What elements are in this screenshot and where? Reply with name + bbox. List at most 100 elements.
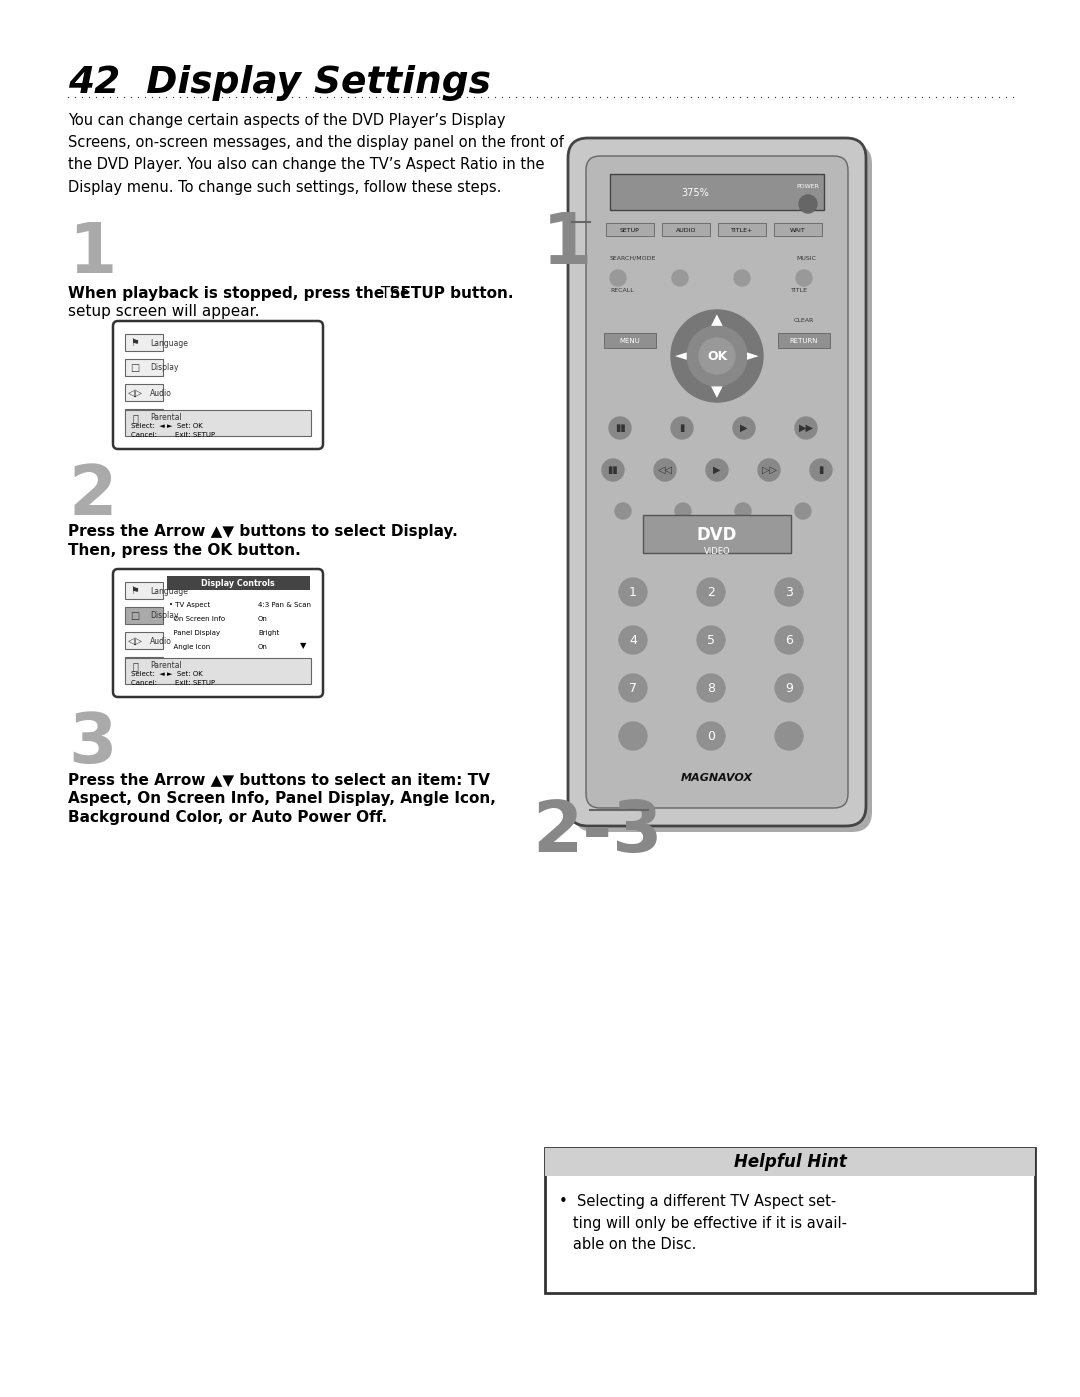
- Text: ◄: ◄: [675, 348, 687, 363]
- Circle shape: [619, 626, 647, 654]
- Text: CLEAR: CLEAR: [794, 319, 814, 324]
- Text: On: On: [258, 644, 268, 650]
- Bar: [167, 576, 310, 590]
- Text: Display: Display: [150, 612, 178, 620]
- Bar: [125, 658, 311, 685]
- FancyBboxPatch shape: [113, 569, 323, 697]
- Text: ▮▮: ▮▮: [615, 423, 625, 433]
- Circle shape: [697, 722, 725, 750]
- Text: 4: 4: [629, 633, 637, 647]
- Text: 5: 5: [707, 633, 715, 647]
- Text: Panel Display: Panel Display: [168, 630, 220, 636]
- Circle shape: [735, 503, 751, 520]
- Text: The: The: [376, 286, 409, 300]
- Text: WAIT: WAIT: [791, 228, 806, 232]
- Circle shape: [795, 503, 811, 520]
- Text: 375%: 375%: [681, 189, 708, 198]
- Bar: [125, 409, 163, 426]
- Text: ▼: ▼: [711, 384, 723, 400]
- Circle shape: [687, 326, 747, 386]
- Text: POWER: POWER: [797, 183, 820, 189]
- Text: 9: 9: [785, 682, 793, 694]
- Text: 7: 7: [629, 682, 637, 694]
- Text: Angle Icon: Angle Icon: [168, 644, 211, 650]
- Bar: [718, 224, 766, 236]
- Text: On Screen Info: On Screen Info: [168, 616, 225, 622]
- Circle shape: [775, 578, 804, 606]
- Text: 8: 8: [707, 682, 715, 694]
- Text: 1: 1: [68, 219, 117, 286]
- Circle shape: [775, 722, 804, 750]
- Text: TITLE: TITLE: [791, 288, 808, 292]
- Text: 3: 3: [785, 585, 793, 598]
- Text: ⚿: ⚿: [132, 661, 138, 671]
- Circle shape: [706, 460, 728, 481]
- Text: Background Color, or Auto Power Off.: Background Color, or Auto Power Off.: [68, 810, 387, 826]
- Bar: [610, 175, 824, 210]
- Circle shape: [697, 673, 725, 703]
- Text: OK: OK: [707, 349, 727, 362]
- Text: ▶: ▶: [713, 465, 720, 475]
- Text: 2: 2: [68, 462, 117, 529]
- Circle shape: [610, 270, 626, 286]
- Text: MAGNAVOX: MAGNAVOX: [680, 773, 753, 782]
- Text: Parental: Parental: [150, 414, 181, 422]
- Bar: [125, 384, 163, 401]
- Bar: [125, 409, 311, 436]
- Circle shape: [697, 578, 725, 606]
- Circle shape: [775, 673, 804, 703]
- Circle shape: [671, 310, 762, 402]
- Text: 6: 6: [785, 633, 793, 647]
- Text: ▮▮: ▮▮: [608, 465, 619, 475]
- Text: setup screen will appear.: setup screen will appear.: [68, 305, 259, 319]
- Text: 4:3 Pan & Scan: 4:3 Pan & Scan: [258, 602, 311, 608]
- FancyBboxPatch shape: [586, 156, 848, 807]
- Bar: [125, 334, 163, 351]
- Circle shape: [671, 416, 693, 439]
- Text: ⚿: ⚿: [132, 414, 138, 423]
- Text: ▮: ▮: [679, 423, 685, 433]
- Text: AUDIO: AUDIO: [676, 228, 697, 232]
- Circle shape: [602, 460, 624, 481]
- Circle shape: [619, 578, 647, 606]
- Text: 1: 1: [629, 585, 637, 598]
- Circle shape: [734, 270, 750, 286]
- Circle shape: [697, 626, 725, 654]
- Bar: [662, 224, 710, 236]
- Text: 0: 0: [707, 729, 715, 742]
- Text: Language: Language: [150, 587, 188, 595]
- Text: You can change certain aspects of the DVD Player’s Display
Screens, on-screen me: You can change certain aspects of the DV…: [68, 113, 564, 194]
- Text: RECALL: RECALL: [610, 288, 634, 292]
- FancyBboxPatch shape: [573, 144, 872, 833]
- Text: Language: Language: [150, 338, 188, 348]
- Text: □: □: [131, 363, 139, 373]
- Text: Press the Arrow ▲▼ buttons to select Display.: Press the Arrow ▲▼ buttons to select Dis…: [68, 524, 458, 539]
- Bar: [778, 332, 831, 348]
- Text: TITLE+: TITLE+: [731, 228, 753, 232]
- Text: RETURN: RETURN: [789, 338, 819, 344]
- Text: SEARCH/MODE: SEARCH/MODE: [610, 256, 657, 260]
- Text: Cancel:        Exit: SETUP: Cancel: Exit: SETUP: [131, 680, 215, 686]
- Circle shape: [758, 460, 780, 481]
- Circle shape: [672, 270, 688, 286]
- Text: ▲: ▲: [711, 313, 723, 327]
- Text: ▷▷: ▷▷: [761, 465, 777, 475]
- Circle shape: [733, 416, 755, 439]
- Circle shape: [609, 416, 631, 439]
- Text: ▶▶: ▶▶: [798, 423, 813, 433]
- Text: Cancel:        Exit: SETUP: Cancel: Exit: SETUP: [131, 432, 215, 439]
- Text: Bright: Bright: [258, 630, 280, 636]
- Text: ◁◁: ◁◁: [658, 465, 673, 475]
- Text: ⚑: ⚑: [131, 585, 139, 597]
- Text: ▮: ▮: [819, 465, 824, 475]
- Text: ⚑: ⚑: [131, 338, 139, 348]
- Text: Select:  ◄ ►  Set: OK: Select: ◄ ► Set: OK: [131, 671, 203, 678]
- Circle shape: [619, 673, 647, 703]
- Circle shape: [654, 460, 676, 481]
- Text: • TV Aspect: • TV Aspect: [168, 602, 211, 608]
- Text: 2-3: 2-3: [532, 798, 662, 868]
- Text: Audio: Audio: [150, 388, 172, 398]
- Text: Press the Arrow ▲▼ buttons to select an item: TV: Press the Arrow ▲▼ buttons to select an …: [68, 773, 490, 787]
- Circle shape: [799, 196, 816, 212]
- Bar: [125, 359, 163, 376]
